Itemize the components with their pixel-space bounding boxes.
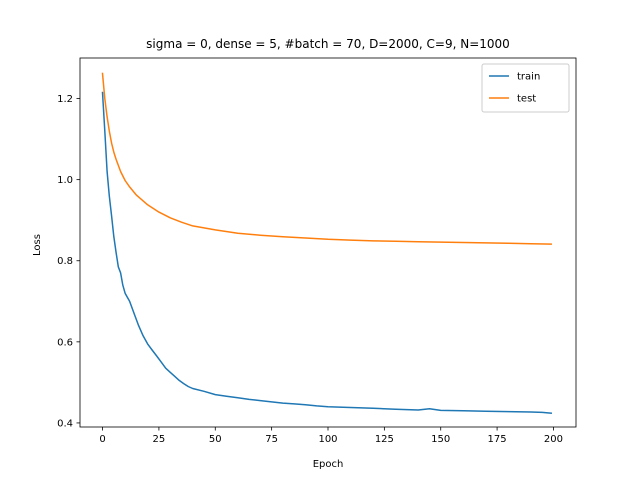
x-tick-label: 50 [209, 434, 222, 445]
x-tick-label: 175 [488, 434, 507, 445]
y-tick-label: 1.2 [57, 94, 73, 105]
y-tick-label: 0.4 [57, 418, 73, 429]
x-tick-label: 0 [99, 434, 105, 445]
x-tick-label: 25 [153, 434, 166, 445]
series-line-train [101, 91, 553, 415]
series-line-test [101, 72, 552, 245]
x-tick-label: 125 [375, 434, 394, 445]
y-tick-label: 0.6 [57, 337, 73, 348]
legend-label-test: test [517, 94, 536, 105]
x-tick-label: 100 [318, 434, 337, 445]
x-tick-label: 75 [265, 434, 278, 445]
x-tick-label: 200 [544, 434, 563, 445]
chart-title: sigma = 0, dense = 5, #batch = 70, D=200… [146, 37, 510, 51]
x-axis-label: Epoch [313, 459, 344, 470]
y-axis-label: Loss [32, 234, 43, 256]
legend-label-train: train [517, 72, 540, 83]
x-tick-label: 150 [431, 434, 450, 445]
plot-area: 0 25 50 75 100 125 150 175 200 0.4 0.6 0.8 1.0 1.2 tra… [57, 57, 577, 445]
y-tick-label: 0.8 [57, 256, 73, 267]
y-tick-label: 1.0 [57, 175, 73, 186]
